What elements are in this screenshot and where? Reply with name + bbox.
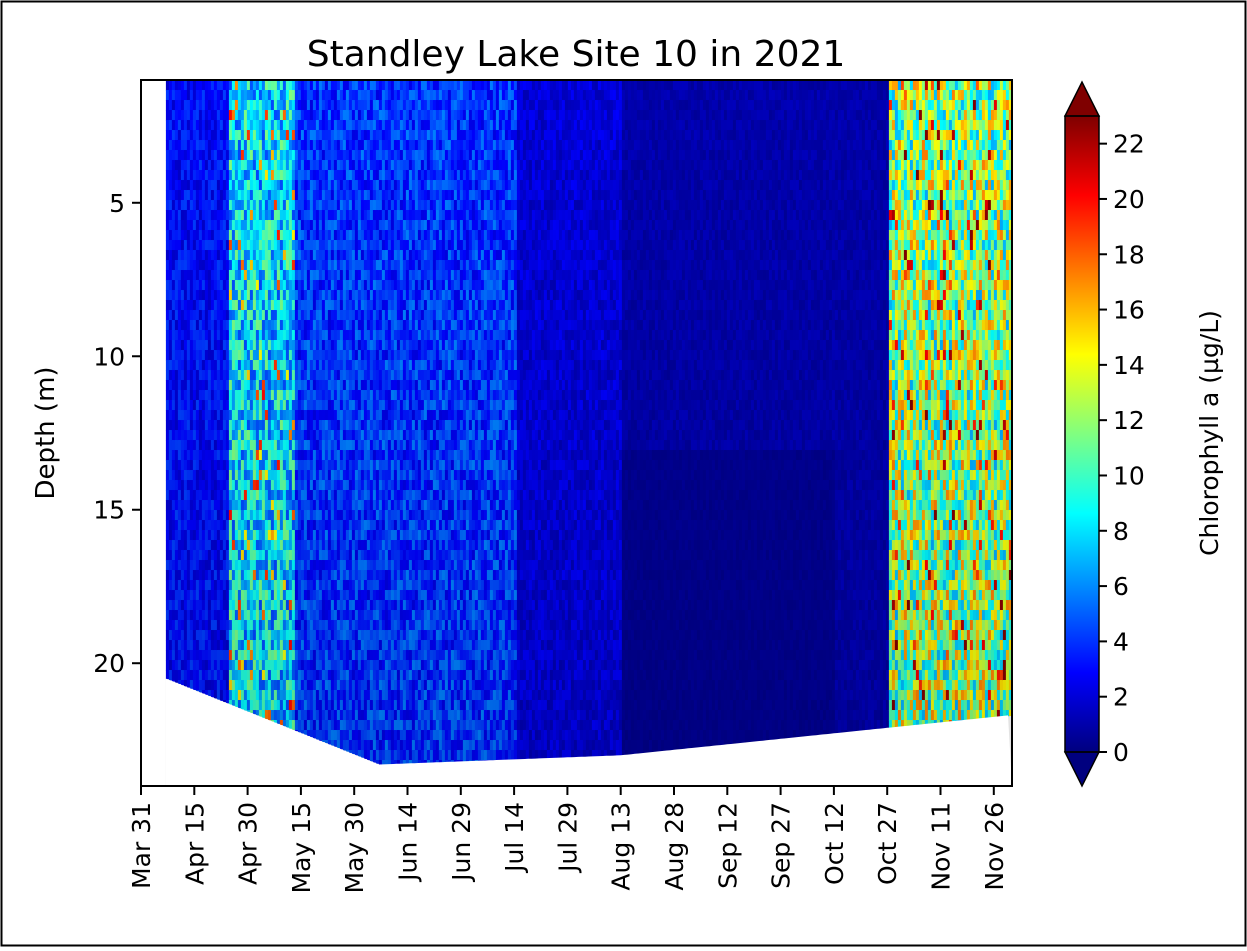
chart-title: Standley Lake Site 10 in 2021 — [307, 34, 846, 75]
